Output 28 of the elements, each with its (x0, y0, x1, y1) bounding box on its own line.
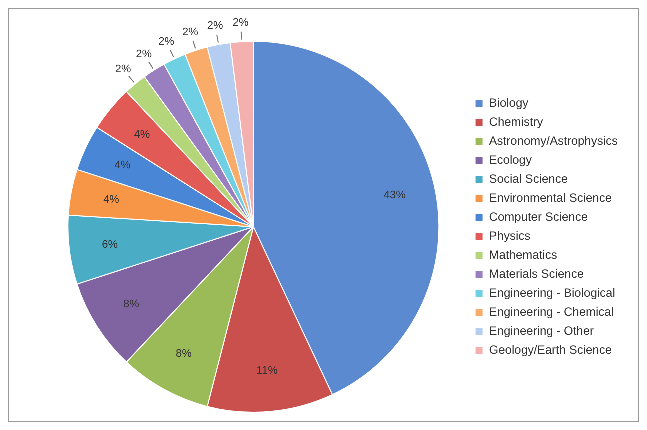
legend-label: Geology/Earth Science (489, 342, 612, 357)
legend-label: Mathematics (489, 248, 558, 262)
data-label: 43% (384, 189, 406, 202)
legend-label: Materials Science (489, 266, 584, 281)
legend-label: Environmental Science (489, 190, 612, 205)
data-label: 2% (115, 63, 132, 76)
legend-label: Physics (489, 228, 531, 243)
legend-label: Biology (489, 96, 529, 110)
data-label: 11% (256, 365, 278, 378)
data-label: 2% (232, 16, 249, 29)
data-label: 4% (104, 194, 120, 206)
data-label: 4% (134, 128, 150, 141)
legend-label: Engineering - Biological (489, 286, 616, 300)
legend-label: Engineering - Chemical (489, 304, 614, 319)
legend-label: Astronomy/Astrophysics (489, 134, 618, 148)
data-label: 2% (207, 20, 224, 32)
data-label: 8% (176, 348, 192, 360)
data-label: 2% (136, 48, 152, 60)
legend-label: Social Science (489, 172, 568, 186)
legend-label: Computer Science (489, 210, 588, 224)
data-label: 8% (124, 298, 140, 311)
data-label: 2% (182, 26, 199, 39)
legend-label: Chemistry (489, 114, 544, 129)
data-label: 4% (114, 159, 131, 172)
legend-label: Engineering - Other (489, 324, 594, 338)
data-label: 6% (102, 239, 118, 252)
legend-label: Ecology (489, 152, 532, 167)
data-label: 2% (158, 36, 175, 48)
